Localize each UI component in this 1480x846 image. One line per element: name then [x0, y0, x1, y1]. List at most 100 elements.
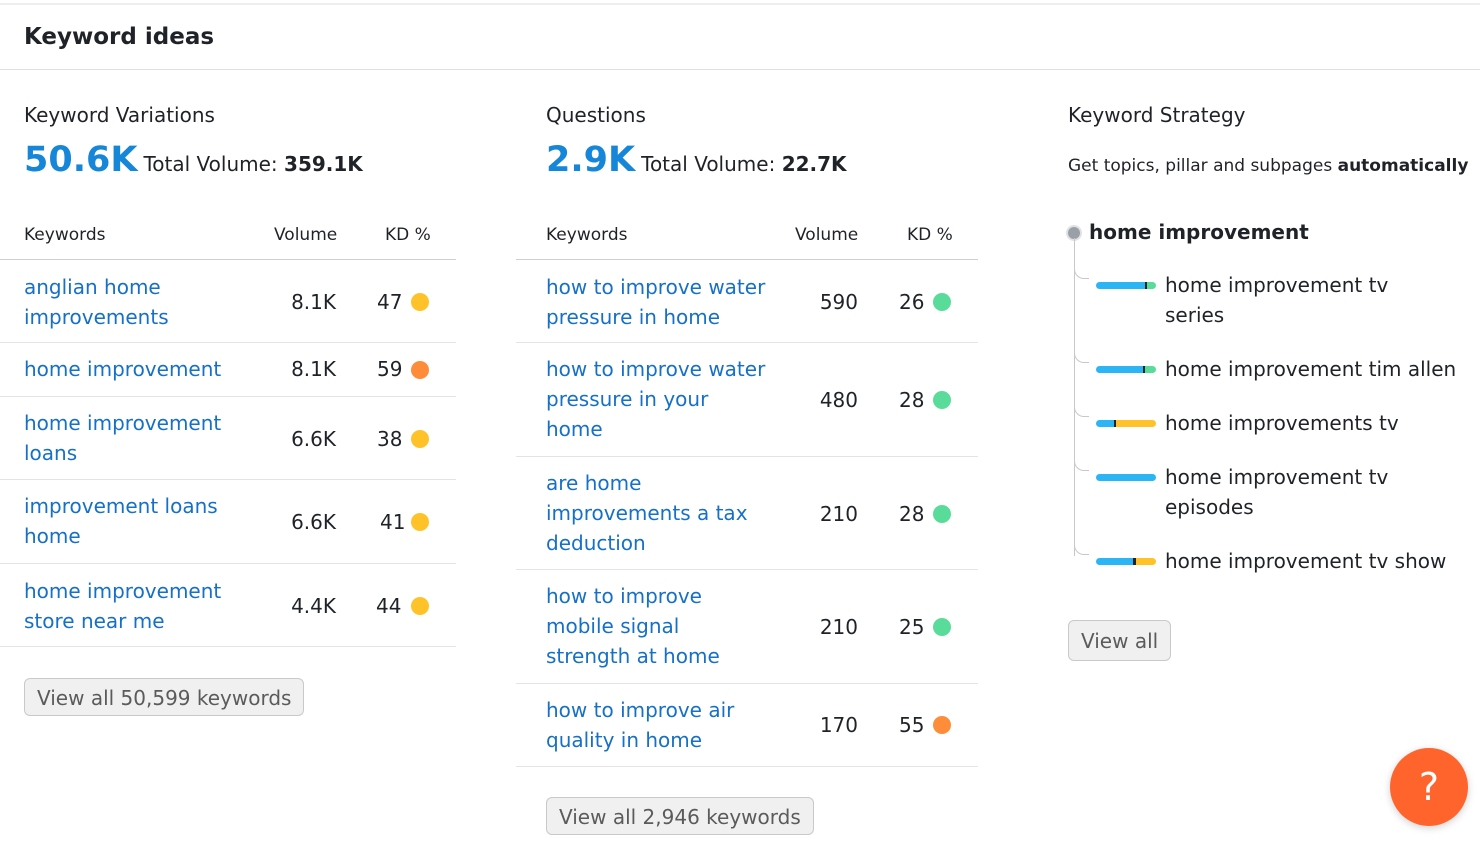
kd-value: 28 [899, 388, 925, 412]
volume-value: 6.6K [291, 427, 336, 451]
table-row: home improvement 8.1K 59 [0, 343, 456, 397]
questions-table-header: Keywords Volume KD % [516, 213, 978, 260]
subtopic-difficulty-bar [1096, 282, 1156, 289]
keyword-link[interactable]: how to improve mobile signal strength at… [546, 584, 720, 668]
subtopic-label[interactable]: home improvement tv episodes [1165, 465, 1389, 519]
kd-indicator-dot [933, 293, 951, 311]
view-all-keyword-variations-button[interactable]: View all 50,599 keywords [24, 678, 305, 716]
kd-value: 47 [377, 290, 403, 314]
tree-connector [1074, 458, 1089, 471]
subtopic-label[interactable]: home improvement tv show [1165, 549, 1447, 573]
kd-indicator-dot [411, 513, 429, 531]
tree-connector-line [1074, 238, 1089, 556]
table-row: anglian home improvements 8.1K 47 [0, 260, 456, 343]
help-button[interactable]: ? [1390, 748, 1468, 826]
keyword-link[interactable]: anglian home improvements [24, 275, 169, 329]
difficulty-bar-segment [1146, 282, 1156, 289]
questions-count[interactable]: 2.9K [546, 140, 636, 180]
keyword-strategy-panel: Keyword Strategy Get topics, pillar and … [1044, 70, 1480, 690]
table-row: are home improvements a tax deduction 21… [516, 457, 978, 570]
table-row: how to improve mobile signal strength at… [516, 570, 978, 684]
widget-header: Keyword ideas [0, 5, 1480, 70]
keyword-link[interactable]: how to improve water pressure in your ho… [546, 357, 766, 441]
column-header-keywords: Keywords [24, 225, 106, 245]
subtopic-label[interactable]: home improvement tv series [1165, 273, 1389, 327]
view-all-strategy-button[interactable]: View all [1068, 620, 1172, 661]
column-header-volume[interactable]: Volume [795, 225, 859, 245]
keyword-strategy-subtitle: Get topics, pillar and subpages automati… [1068, 156, 1468, 176]
difficulty-bar-segment [1145, 282, 1147, 289]
kd-indicator-dot [411, 597, 429, 615]
volume-value: 8.1K [291, 290, 336, 314]
questions-panel: Questions 2.9K Total Volume: 22.7K Keywor… [516, 70, 978, 846]
keyword-link[interactable]: home improvement store near me [24, 579, 222, 633]
kd-value: 38 [377, 427, 403, 451]
total-volume-label: Total Volume: [143, 152, 278, 176]
volume-value: 480 [819, 388, 858, 412]
questions-title: Questions [546, 103, 646, 127]
kd-indicator-dot [411, 361, 429, 379]
top-divider [0, 3, 1480, 5]
view-all-questions-button[interactable]: View all 2,946 keywords [546, 797, 814, 835]
difficulty-bar-segment [1096, 420, 1114, 427]
difficulty-bar-segment [1096, 558, 1134, 565]
difficulty-bar-segment [1133, 558, 1136, 565]
keyword-strategy-title: Keyword Strategy [1068, 103, 1246, 127]
keyword-link[interactable]: how to improve water pressure in home [546, 275, 766, 329]
kd-value: 26 [899, 290, 925, 314]
tree-connector [1074, 350, 1089, 363]
table-row: home improvement loans 6.6K 38 [0, 397, 456, 480]
keyword-link[interactable]: home improvement loans [24, 411, 222, 465]
volume-value: 8.1K [291, 357, 336, 381]
difficulty-bar-segment [1145, 366, 1156, 373]
kd-value: 55 [899, 713, 925, 737]
subtopic-difficulty-bar [1096, 420, 1156, 427]
difficulty-bar-segment [1135, 558, 1156, 565]
column-header-volume[interactable]: Volume [274, 225, 338, 245]
subtitle-bold-text: automatically [1337, 156, 1469, 176]
table-row: how to improve water pressure in home 59… [516, 260, 978, 343]
pillar-topic[interactable]: home improvement [1089, 220, 1309, 244]
tree-connector [1074, 266, 1089, 279]
tree-connector [1074, 542, 1089, 555]
volume-value: 210 [819, 615, 858, 639]
question-mark-icon: ? [1418, 765, 1440, 809]
table-row: how to improve water pressure in your ho… [516, 343, 978, 457]
total-volume-value: 22.7K [781, 152, 847, 176]
kd-value: 41 [380, 510, 406, 534]
kd-value: 28 [899, 502, 925, 526]
total-volume-label: Total Volume: [641, 152, 776, 176]
difficulty-bar-segment [1116, 420, 1156, 427]
kd-indicator-dot [411, 293, 429, 311]
column-header-keywords: Keywords [546, 225, 628, 245]
keyword-link[interactable]: are home improvements a tax deduction [546, 471, 748, 555]
total-volume-value: 359.1K [284, 152, 363, 176]
keyword-link[interactable]: improvement loans home [24, 494, 218, 548]
volume-value: 4.4K [291, 594, 336, 618]
subtopic-label[interactable]: home improvements tv [1165, 411, 1399, 435]
widget-title: Keyword ideas [24, 24, 215, 50]
tree-connector [1074, 404, 1089, 417]
volume-value: 210 [819, 502, 858, 526]
kd-value: 59 [377, 357, 403, 381]
column-header-kd[interactable]: KD % [907, 225, 953, 245]
keyword-variations-table: anglian home improvements 8.1K 47 home i… [0, 260, 456, 647]
difficulty-bar-segment [1096, 474, 1156, 481]
keyword-link[interactable]: home improvement [24, 357, 222, 381]
kd-indicator-dot [933, 716, 951, 734]
column-header-kd[interactable]: KD % [385, 225, 431, 245]
difficulty-bar-segment [1096, 366, 1143, 373]
table-row: improvement loans home 6.6K 41 [0, 480, 456, 564]
kd-value: 44 [376, 594, 402, 618]
keyword-link[interactable]: how to improve air quality in home [546, 698, 735, 752]
keyword-variations-count[interactable]: 50.6K [24, 140, 138, 180]
kd-indicator-dot [933, 618, 951, 636]
volume-value: 6.6K [291, 510, 336, 534]
kd-indicator-dot [411, 430, 429, 448]
difficulty-bar-segment [1114, 420, 1117, 427]
keyword-variations-title: Keyword Variations [24, 103, 215, 127]
subtopic-label[interactable]: home improvement tim allen [1165, 357, 1457, 381]
table-row: how to improve air quality in home 170 5… [516, 684, 978, 767]
keyword-variations-stats: 50.6K Total Volume: 359.1K [24, 140, 363, 180]
table-row: home improvement store near me 4.4K 44 [0, 564, 456, 647]
